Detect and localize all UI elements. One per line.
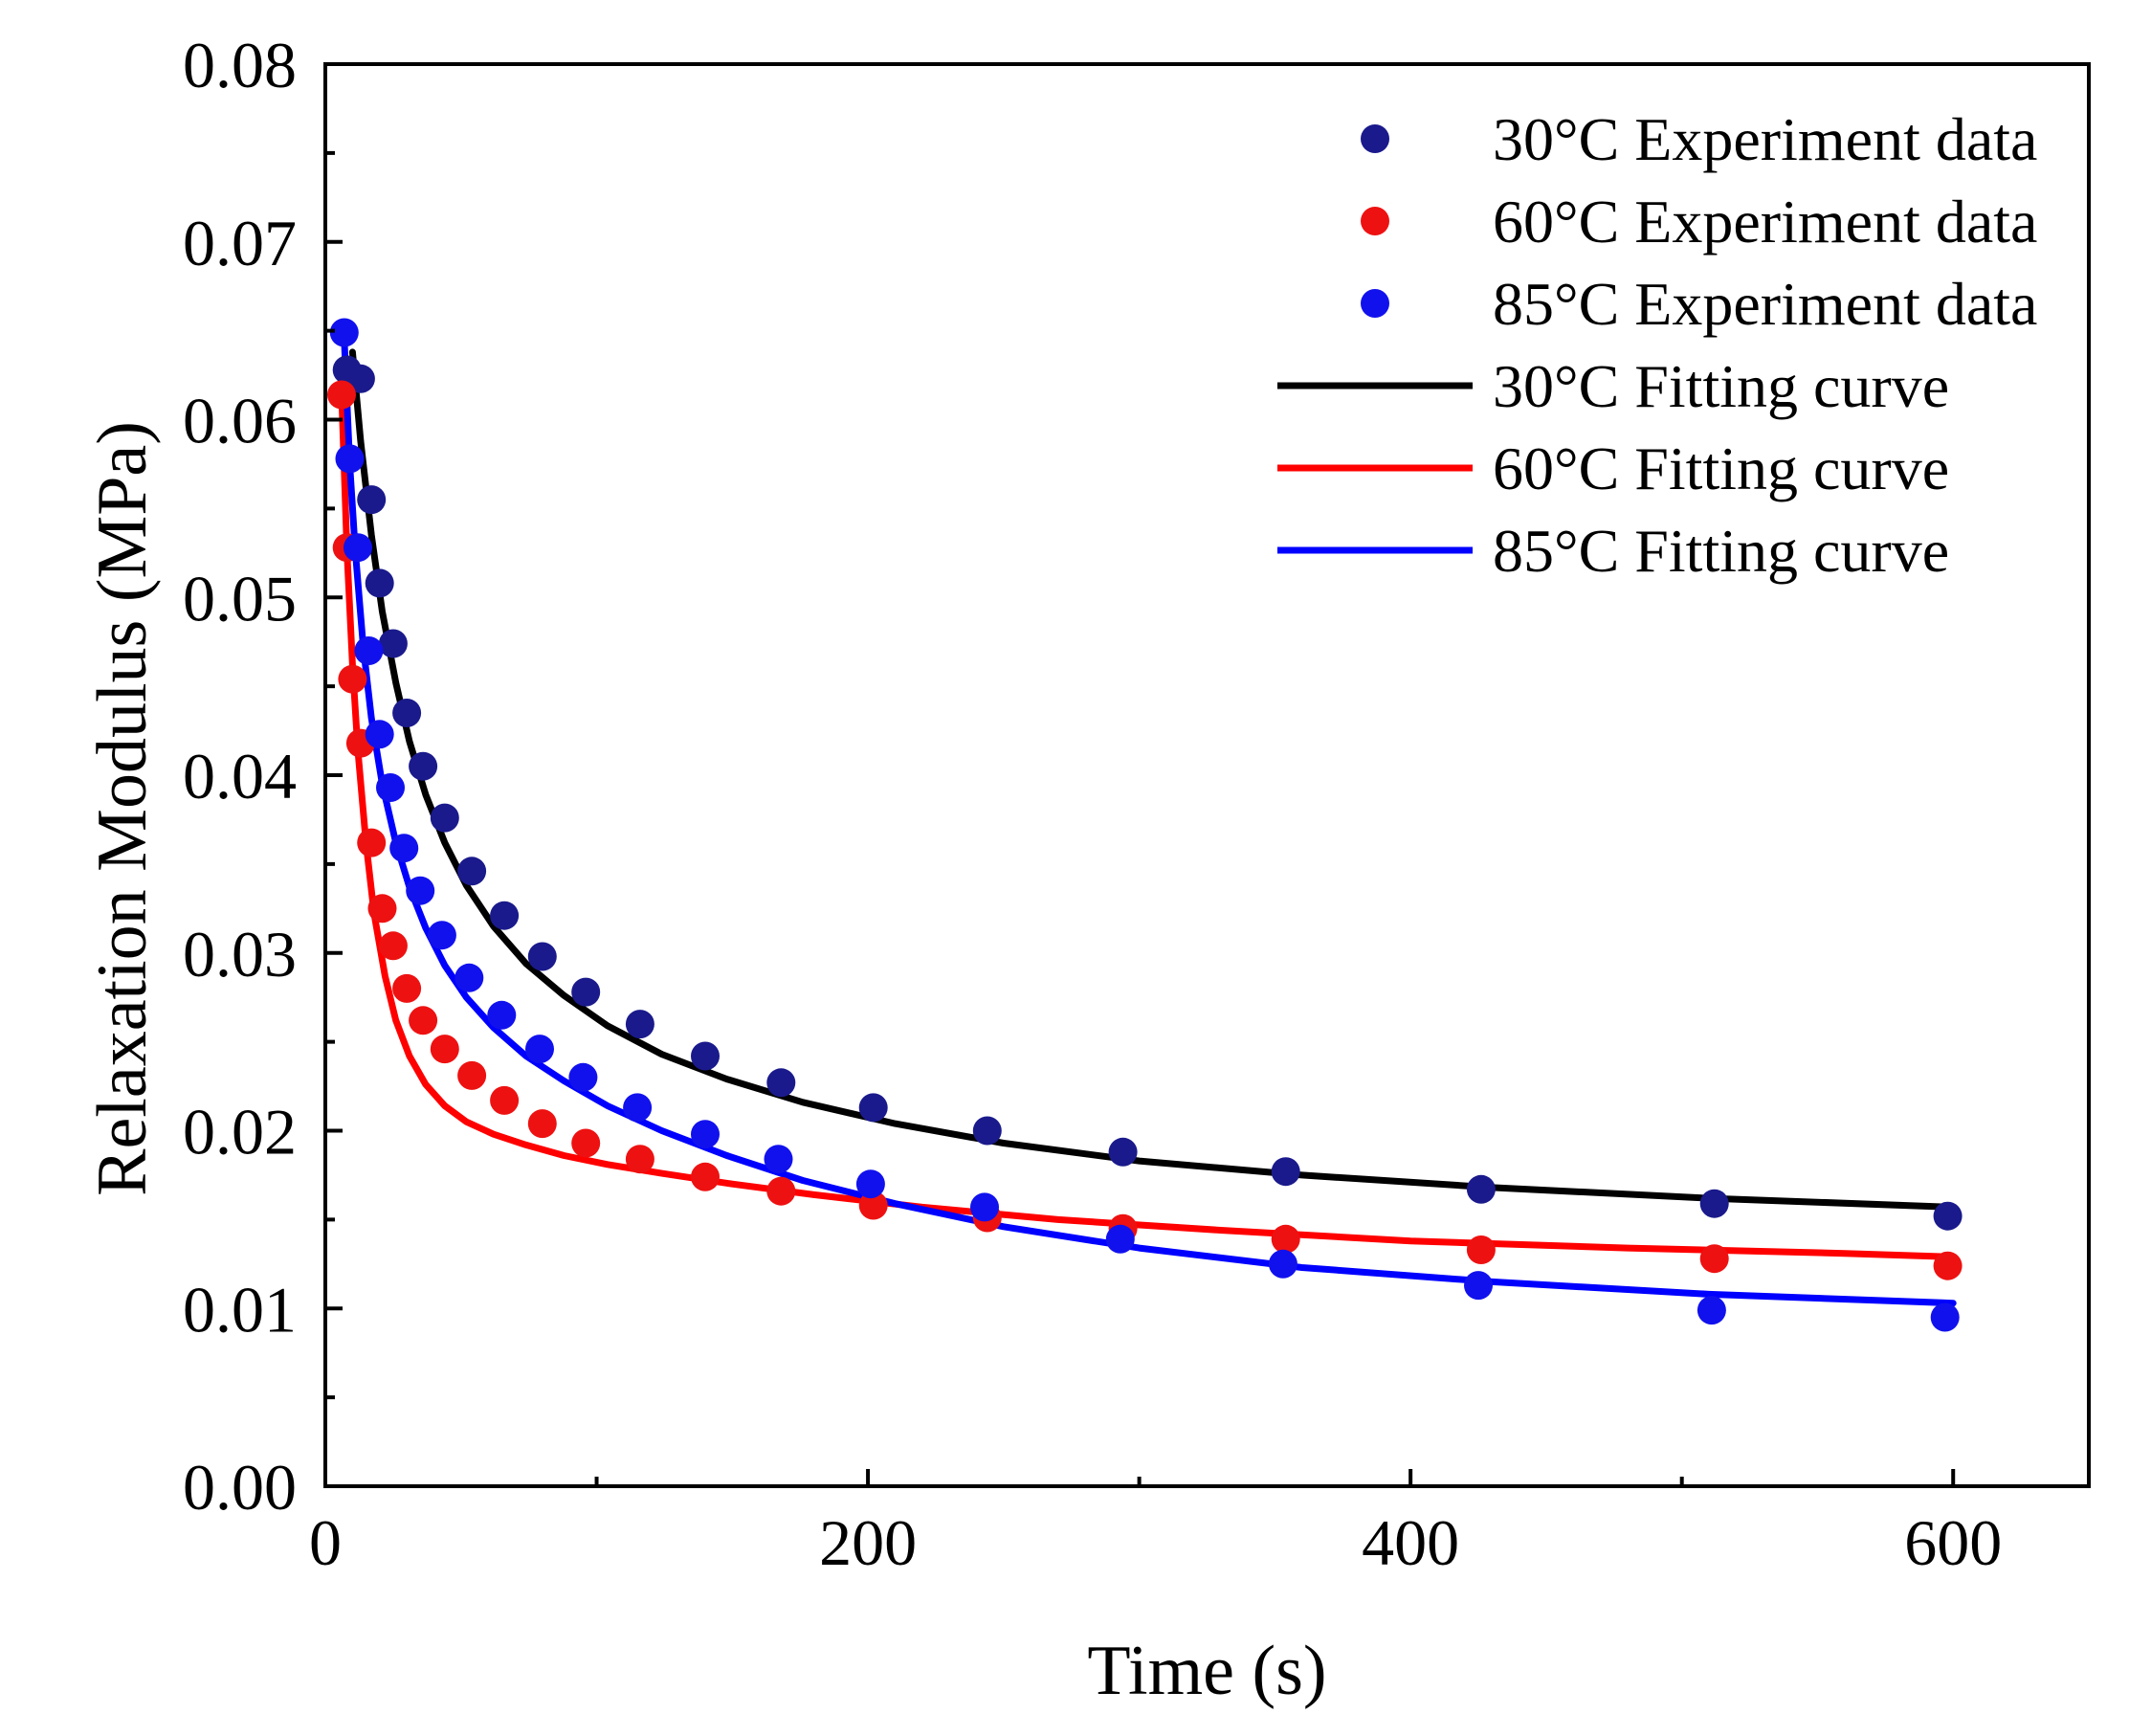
data-point (329, 318, 359, 347)
y-tick-label: 0.07 (183, 207, 297, 279)
data-point (766, 1068, 796, 1098)
y-tick-label: 0.02 (183, 1096, 297, 1168)
data-point (1105, 1224, 1135, 1254)
data-point (691, 1041, 720, 1071)
series-line (348, 348, 1957, 1211)
legend-label: 30°C Experiment data (1493, 105, 2037, 173)
plot-area (327, 318, 1963, 1332)
legend-label: 30°C Fitting curve (1493, 352, 1949, 420)
data-point (327, 380, 356, 410)
data-point (430, 803, 459, 833)
data-point (430, 1035, 459, 1064)
y-tick-label: 0.05 (183, 562, 297, 634)
data-point (357, 828, 387, 857)
x-axis-title: Time (s) (1087, 1632, 1326, 1710)
data-point (378, 629, 408, 658)
data-point (392, 699, 422, 727)
data-point (392, 973, 422, 1003)
data-point (858, 1191, 888, 1220)
data-point (625, 1010, 654, 1039)
data-point (691, 1120, 720, 1149)
data-point (1271, 1157, 1300, 1187)
data-point (1466, 1174, 1496, 1204)
data-point (409, 1006, 438, 1035)
data-point (389, 834, 419, 863)
data-point (457, 1060, 487, 1090)
series-line (341, 336, 1957, 1307)
x-tick-label: 600 (1904, 1506, 2002, 1579)
data-point (764, 1145, 793, 1174)
y-tick-label: 0.00 (183, 1451, 297, 1524)
y-tick-label: 0.06 (183, 385, 297, 457)
data-point (525, 1035, 554, 1064)
data-point (571, 977, 601, 1007)
data-point (367, 894, 397, 924)
x-axis-ticks: 0 200 400 600 (309, 1469, 2002, 1579)
data-point (1466, 1235, 1496, 1264)
data-point (855, 1169, 885, 1199)
data-point (338, 664, 367, 694)
data-point (344, 533, 372, 563)
data-point (427, 921, 456, 950)
data-point (457, 857, 487, 886)
data-point (335, 444, 365, 474)
data-point (970, 1192, 999, 1222)
legend-marker (1361, 124, 1389, 153)
data-point (490, 901, 520, 930)
data-point (1464, 1271, 1493, 1301)
data-point (1699, 1189, 1729, 1218)
data-point (357, 485, 387, 515)
data-point (376, 773, 405, 802)
experiment-markers (327, 318, 1963, 1332)
data-point (365, 568, 394, 598)
y-tick-label: 0.01 (183, 1273, 297, 1346)
data-point (455, 963, 484, 992)
x-tick-label: 400 (1362, 1506, 1459, 1579)
data-point (691, 1162, 720, 1191)
legend-label: 85°C Experiment data (1493, 270, 2037, 338)
data-point (409, 751, 438, 781)
data-point (354, 636, 384, 665)
x-tick-label: 0 (309, 1506, 342, 1579)
data-point (406, 876, 435, 905)
data-point (1933, 1201, 1963, 1231)
legend-marker (1361, 289, 1389, 318)
data-point (571, 1128, 601, 1158)
y-axis-title: Relaxation Modulus (MPa) (83, 421, 162, 1196)
y-tick-label: 0.04 (183, 740, 297, 812)
data-point (1268, 1249, 1297, 1279)
data-point (858, 1093, 888, 1123)
y-tick-label: 0.08 (183, 29, 297, 101)
data-point (568, 1062, 598, 1092)
legend-marker (1361, 207, 1389, 235)
data-point (1699, 1244, 1729, 1274)
data-point (766, 1176, 796, 1206)
data-point (1108, 1137, 1138, 1167)
x-tick-label: 200 (819, 1506, 917, 1579)
data-point (623, 1093, 653, 1123)
data-point (378, 931, 408, 961)
data-point (1271, 1224, 1300, 1254)
data-point (1930, 1302, 1960, 1332)
y-tick-label: 0.03 (183, 918, 297, 990)
data-point (1933, 1251, 1963, 1280)
data-point (527, 1109, 557, 1139)
legend-label: 60°C Experiment data (1493, 188, 2037, 256)
legend-label: 60°C Fitting curve (1493, 434, 1949, 502)
data-point (972, 1116, 1002, 1146)
data-point (365, 720, 394, 749)
data-point (527, 942, 557, 971)
data-point (490, 1085, 520, 1115)
y-axis-ticks: 0.00 0.01 0.02 0.03 0.04 0.05 0.06 0.07 0.08 (183, 29, 343, 1524)
data-point (625, 1145, 654, 1174)
legend-label: 85°C Fitting curve (1493, 517, 1949, 585)
data-point (345, 364, 375, 393)
data-point (487, 1000, 517, 1030)
data-point (1697, 1296, 1726, 1325)
legend: 30°C Experiment data 60°C Experiment data… (1277, 105, 2037, 585)
